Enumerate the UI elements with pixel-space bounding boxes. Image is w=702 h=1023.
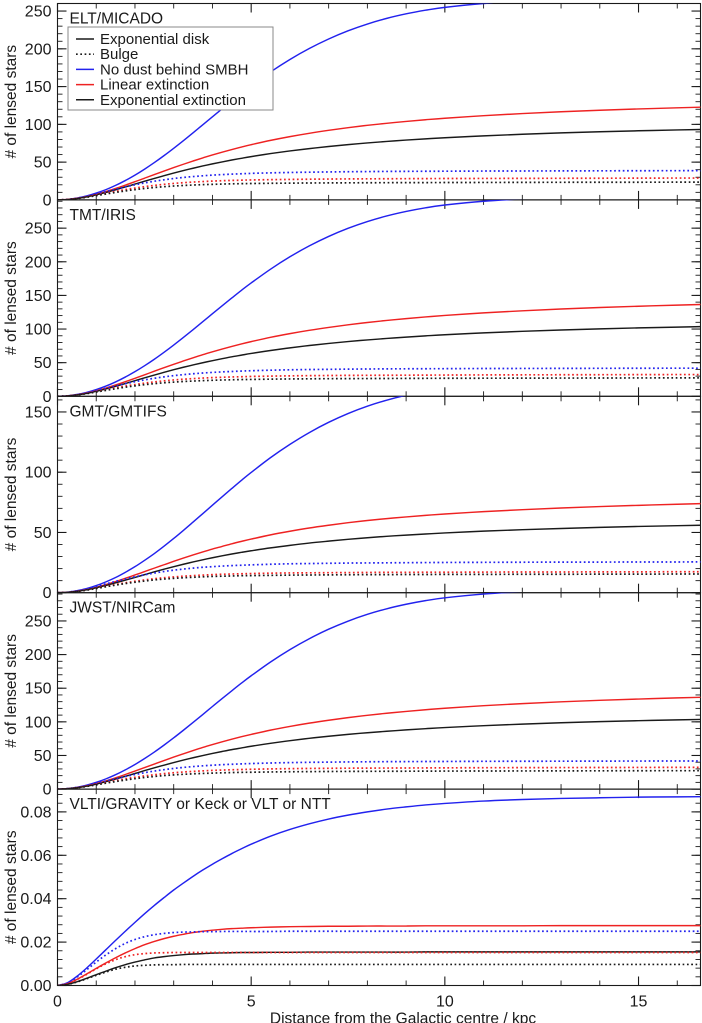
y-tick-label: 0 xyxy=(43,585,52,602)
y-axis-label: # of lensed stars xyxy=(3,45,20,159)
y-tick-label: 0 xyxy=(43,782,52,799)
y-tick-label: 50 xyxy=(34,355,52,372)
y-tick-label: 250 xyxy=(25,221,52,238)
series-curve xyxy=(57,592,518,790)
y-tick-label: 150 xyxy=(25,681,52,698)
panel-title: ELT/MICADO xyxy=(70,11,164,28)
panel-3: 0 50 100 150 GMT/GMTIFS xyxy=(25,395,702,602)
y-tick-label: 0.08 xyxy=(20,804,51,821)
series-curve xyxy=(57,951,701,986)
series-curve xyxy=(57,396,405,593)
legend-label: Exponential disk xyxy=(100,31,210,48)
series-curve xyxy=(57,181,701,200)
y-tick-label: 200 xyxy=(25,41,52,58)
panel-frame xyxy=(56,199,702,397)
panel-4: 0 50 100 150 200 250 JWST/NIRCam xyxy=(25,592,702,799)
series-curve xyxy=(57,573,701,593)
y-tick-label: 100 xyxy=(25,117,52,134)
y-tick-label: 200 xyxy=(25,254,52,271)
y-axis-label: # of lensed stars xyxy=(3,830,20,944)
series-curve xyxy=(57,325,701,397)
y-tick-label: 100 xyxy=(25,322,52,339)
y-tick-label: 250 xyxy=(25,613,52,630)
series-curve xyxy=(57,199,518,397)
y-tick-label: 0 xyxy=(43,192,52,209)
series-curve xyxy=(57,106,701,200)
series-curve xyxy=(57,377,701,397)
y-axis-label: # of lensed stars xyxy=(3,634,20,748)
y-tick-label: 0.06 xyxy=(20,848,51,865)
y-tick-label: 0.04 xyxy=(20,891,51,908)
y-tick-label: 50 xyxy=(34,748,52,765)
y-tick-label: 200 xyxy=(25,647,52,664)
y-tick-label: 250 xyxy=(25,4,52,21)
y-tick-label: 0.02 xyxy=(20,935,51,952)
y-tick-label: 50 xyxy=(34,155,52,172)
y-tick-label: 50 xyxy=(34,525,52,542)
panel-curves xyxy=(57,592,701,790)
x-tick-label: 0 xyxy=(53,994,62,1011)
series-curve xyxy=(57,502,701,593)
y-tick-label: 0 xyxy=(43,389,52,406)
panel-1: 0 50 100 150 200 250 ELT/MICADO xyxy=(25,2,702,209)
x-tick-label: 15 xyxy=(630,994,648,1011)
y-tick-label: 100 xyxy=(25,714,52,731)
series-curve xyxy=(57,303,701,397)
series-curve xyxy=(57,696,701,790)
series-curve xyxy=(57,524,701,593)
series-curve xyxy=(57,718,701,790)
series-curve xyxy=(57,561,701,593)
x-axis-label: Distance from the Galactic centre / kpc xyxy=(270,1011,536,1023)
legend-label: Bulge xyxy=(100,46,138,63)
y-tick-label: 150 xyxy=(25,79,52,96)
legend-label: Linear extinction xyxy=(100,77,209,94)
x-tick-label: 10 xyxy=(436,994,454,1011)
legend-label: Exponential extinction xyxy=(100,92,246,109)
series-curve xyxy=(57,760,701,790)
series-curve xyxy=(57,963,701,986)
panel-frame xyxy=(56,788,702,987)
y-tick-label: 150 xyxy=(25,404,52,421)
series-curve xyxy=(57,795,701,986)
panel-2: 0 50 100 150 200 250 TMT/IRIS xyxy=(25,199,702,406)
series-curve xyxy=(57,169,701,200)
series-curve xyxy=(57,367,701,397)
y-tick-label: 0.00 xyxy=(20,978,51,995)
y-axis-label: # of lensed stars xyxy=(3,437,20,551)
x-tick-label: 5 xyxy=(247,994,256,1011)
panel-title: JWST/NIRCam xyxy=(70,600,176,617)
panel-title: GMT/GMTIFS xyxy=(70,403,167,420)
series-curve xyxy=(57,930,701,986)
panel-frame xyxy=(56,592,702,790)
series-curve xyxy=(57,769,701,790)
y-tick-label: 150 xyxy=(25,288,52,305)
series-curve xyxy=(57,177,701,200)
panel-title: TMT/IRIS xyxy=(70,207,136,224)
legend-box xyxy=(67,26,274,111)
panel-title: VLTI/GRAVITY or Keck or VLT or NTT xyxy=(70,796,332,813)
series-curve xyxy=(57,128,701,200)
y-tick-label: 100 xyxy=(25,465,52,482)
series-curve xyxy=(57,951,701,986)
legend-label: No dust behind SMBH xyxy=(100,61,248,78)
panel-5: 0.00 0.02 0.04 0.06 0.08 VLTI/GRAVITY or Keck… xyxy=(20,788,702,995)
panel-curves xyxy=(57,396,701,593)
panel-curves xyxy=(57,795,701,986)
y-axis-label: # of lensed stars xyxy=(3,241,20,355)
panel-curves xyxy=(57,199,701,397)
series-curve xyxy=(57,924,701,986)
